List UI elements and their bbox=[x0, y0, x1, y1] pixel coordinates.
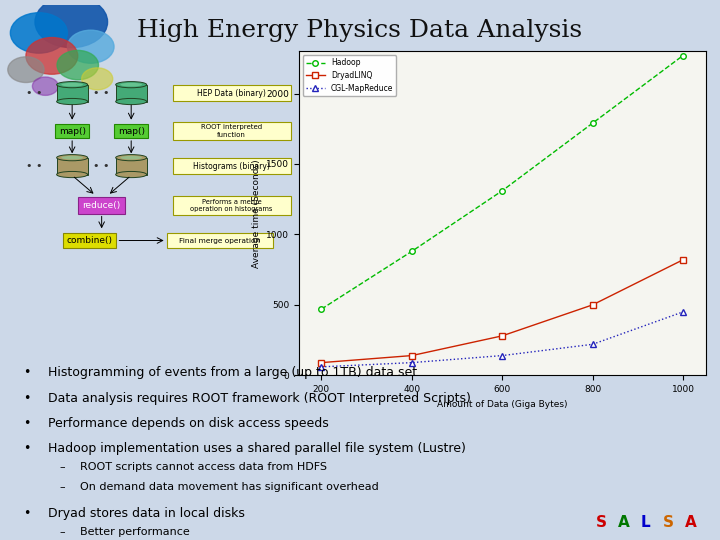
Text: A: A bbox=[685, 515, 696, 530]
Bar bbox=[55, 124, 89, 138]
Text: High Energy Physics Data Analysis: High Energy Physics Data Analysis bbox=[138, 19, 582, 42]
CGL-MapReduce bbox=[317, 363, 325, 370]
CGL-MapReduce bbox=[498, 352, 507, 359]
Ellipse shape bbox=[116, 98, 147, 105]
DryadLINQ bbox=[317, 360, 325, 366]
Ellipse shape bbox=[61, 83, 83, 86]
Text: •: • bbox=[23, 417, 30, 430]
Y-axis label: Average time (Seconds): Average time (Seconds) bbox=[251, 159, 261, 268]
Bar bbox=[173, 85, 291, 101]
Text: Histograms (binary): Histograms (binary) bbox=[193, 161, 270, 171]
Text: HEP Data (binary): HEP Data (binary) bbox=[197, 89, 266, 98]
Bar bbox=[173, 122, 291, 140]
Text: Dryad stores data in local disks: Dryad stores data in local disks bbox=[48, 508, 245, 521]
Text: On demand data movement has significant overhead: On demand data movement has significant … bbox=[80, 482, 379, 492]
Ellipse shape bbox=[57, 154, 88, 161]
Text: –: – bbox=[59, 528, 65, 537]
Text: reduce(): reduce() bbox=[83, 201, 121, 210]
Text: Histogramming of events from a large (up to 1TB) data set: Histogramming of events from a large (up… bbox=[48, 366, 417, 379]
DryadLINQ bbox=[408, 352, 416, 359]
Ellipse shape bbox=[57, 171, 88, 178]
Ellipse shape bbox=[57, 82, 88, 88]
Line: DryadLINQ: DryadLINQ bbox=[319, 257, 685, 366]
Ellipse shape bbox=[120, 83, 142, 86]
Text: •: • bbox=[23, 366, 30, 379]
Ellipse shape bbox=[61, 156, 83, 159]
Bar bbox=[78, 197, 125, 213]
Hadoop bbox=[498, 187, 507, 194]
Line: Hadoop: Hadoop bbox=[319, 53, 685, 312]
Bar bbox=[114, 124, 148, 138]
Circle shape bbox=[10, 13, 68, 53]
Ellipse shape bbox=[116, 171, 147, 178]
Bar bbox=[57, 158, 88, 174]
Hadoop bbox=[679, 52, 688, 59]
Bar bbox=[166, 233, 273, 248]
Text: map(): map() bbox=[58, 126, 86, 136]
Text: S: S bbox=[595, 515, 607, 530]
Bar bbox=[63, 233, 117, 248]
Text: • •: • • bbox=[25, 161, 42, 171]
Circle shape bbox=[32, 77, 58, 96]
Legend: Hadoop, DryadLINQ, CGL-MapReduce: Hadoop, DryadLINQ, CGL-MapReduce bbox=[302, 55, 396, 96]
Text: Data analysis requires ROOT framework (ROOT Interpreted Scripts): Data analysis requires ROOT framework (R… bbox=[48, 392, 470, 404]
Circle shape bbox=[8, 57, 44, 83]
Text: Performs a merge
operation on histograms: Performs a merge operation on histograms bbox=[190, 199, 273, 212]
Text: combine(): combine() bbox=[67, 236, 113, 245]
DryadLINQ bbox=[588, 302, 597, 308]
Text: ROOT scripts cannot access data from HDFS: ROOT scripts cannot access data from HDF… bbox=[80, 462, 327, 472]
Circle shape bbox=[68, 30, 114, 63]
DryadLINQ bbox=[498, 333, 507, 339]
Ellipse shape bbox=[116, 154, 147, 161]
Bar bbox=[173, 158, 291, 174]
Text: ROOT interpreted
function: ROOT interpreted function bbox=[201, 124, 262, 138]
Text: •: • bbox=[23, 508, 30, 521]
Text: Hadoop implementation uses a shared parallel file system (Lustre): Hadoop implementation uses a shared para… bbox=[48, 442, 465, 455]
Text: Performance depends on disk access speeds: Performance depends on disk access speed… bbox=[48, 417, 328, 430]
Text: • •: • • bbox=[94, 161, 110, 171]
Bar bbox=[57, 85, 88, 102]
Circle shape bbox=[26, 37, 78, 74]
Text: A: A bbox=[618, 515, 629, 530]
Circle shape bbox=[57, 50, 99, 80]
Bar bbox=[116, 158, 147, 174]
DryadLINQ bbox=[679, 256, 688, 263]
Text: L: L bbox=[641, 515, 651, 530]
Ellipse shape bbox=[120, 156, 142, 159]
X-axis label: Amount of Data (Giga Bytes): Amount of Data (Giga Bytes) bbox=[437, 400, 567, 409]
Text: • •: • • bbox=[94, 88, 110, 98]
CGL-MapReduce bbox=[408, 360, 416, 366]
Hadoop bbox=[588, 120, 597, 126]
Text: • •: • • bbox=[25, 88, 42, 98]
Text: •: • bbox=[23, 442, 30, 455]
Bar bbox=[173, 196, 291, 214]
Ellipse shape bbox=[57, 98, 88, 105]
Text: –: – bbox=[59, 482, 65, 492]
Text: Better performance: Better performance bbox=[80, 528, 190, 537]
Circle shape bbox=[81, 68, 113, 90]
Text: –: – bbox=[59, 462, 65, 472]
CGL-MapReduce bbox=[588, 341, 597, 348]
Hadoop bbox=[317, 306, 325, 312]
Text: •: • bbox=[23, 392, 30, 404]
Circle shape bbox=[35, 0, 107, 48]
Text: map(): map() bbox=[117, 126, 145, 136]
CGL-MapReduce bbox=[679, 309, 688, 315]
Hadoop bbox=[408, 248, 416, 254]
Text: S: S bbox=[662, 515, 674, 530]
Text: Final merge operation: Final merge operation bbox=[179, 238, 261, 244]
Line: CGL-MapReduce: CGL-MapReduce bbox=[319, 309, 685, 369]
Ellipse shape bbox=[116, 82, 147, 88]
Bar bbox=[116, 85, 147, 102]
